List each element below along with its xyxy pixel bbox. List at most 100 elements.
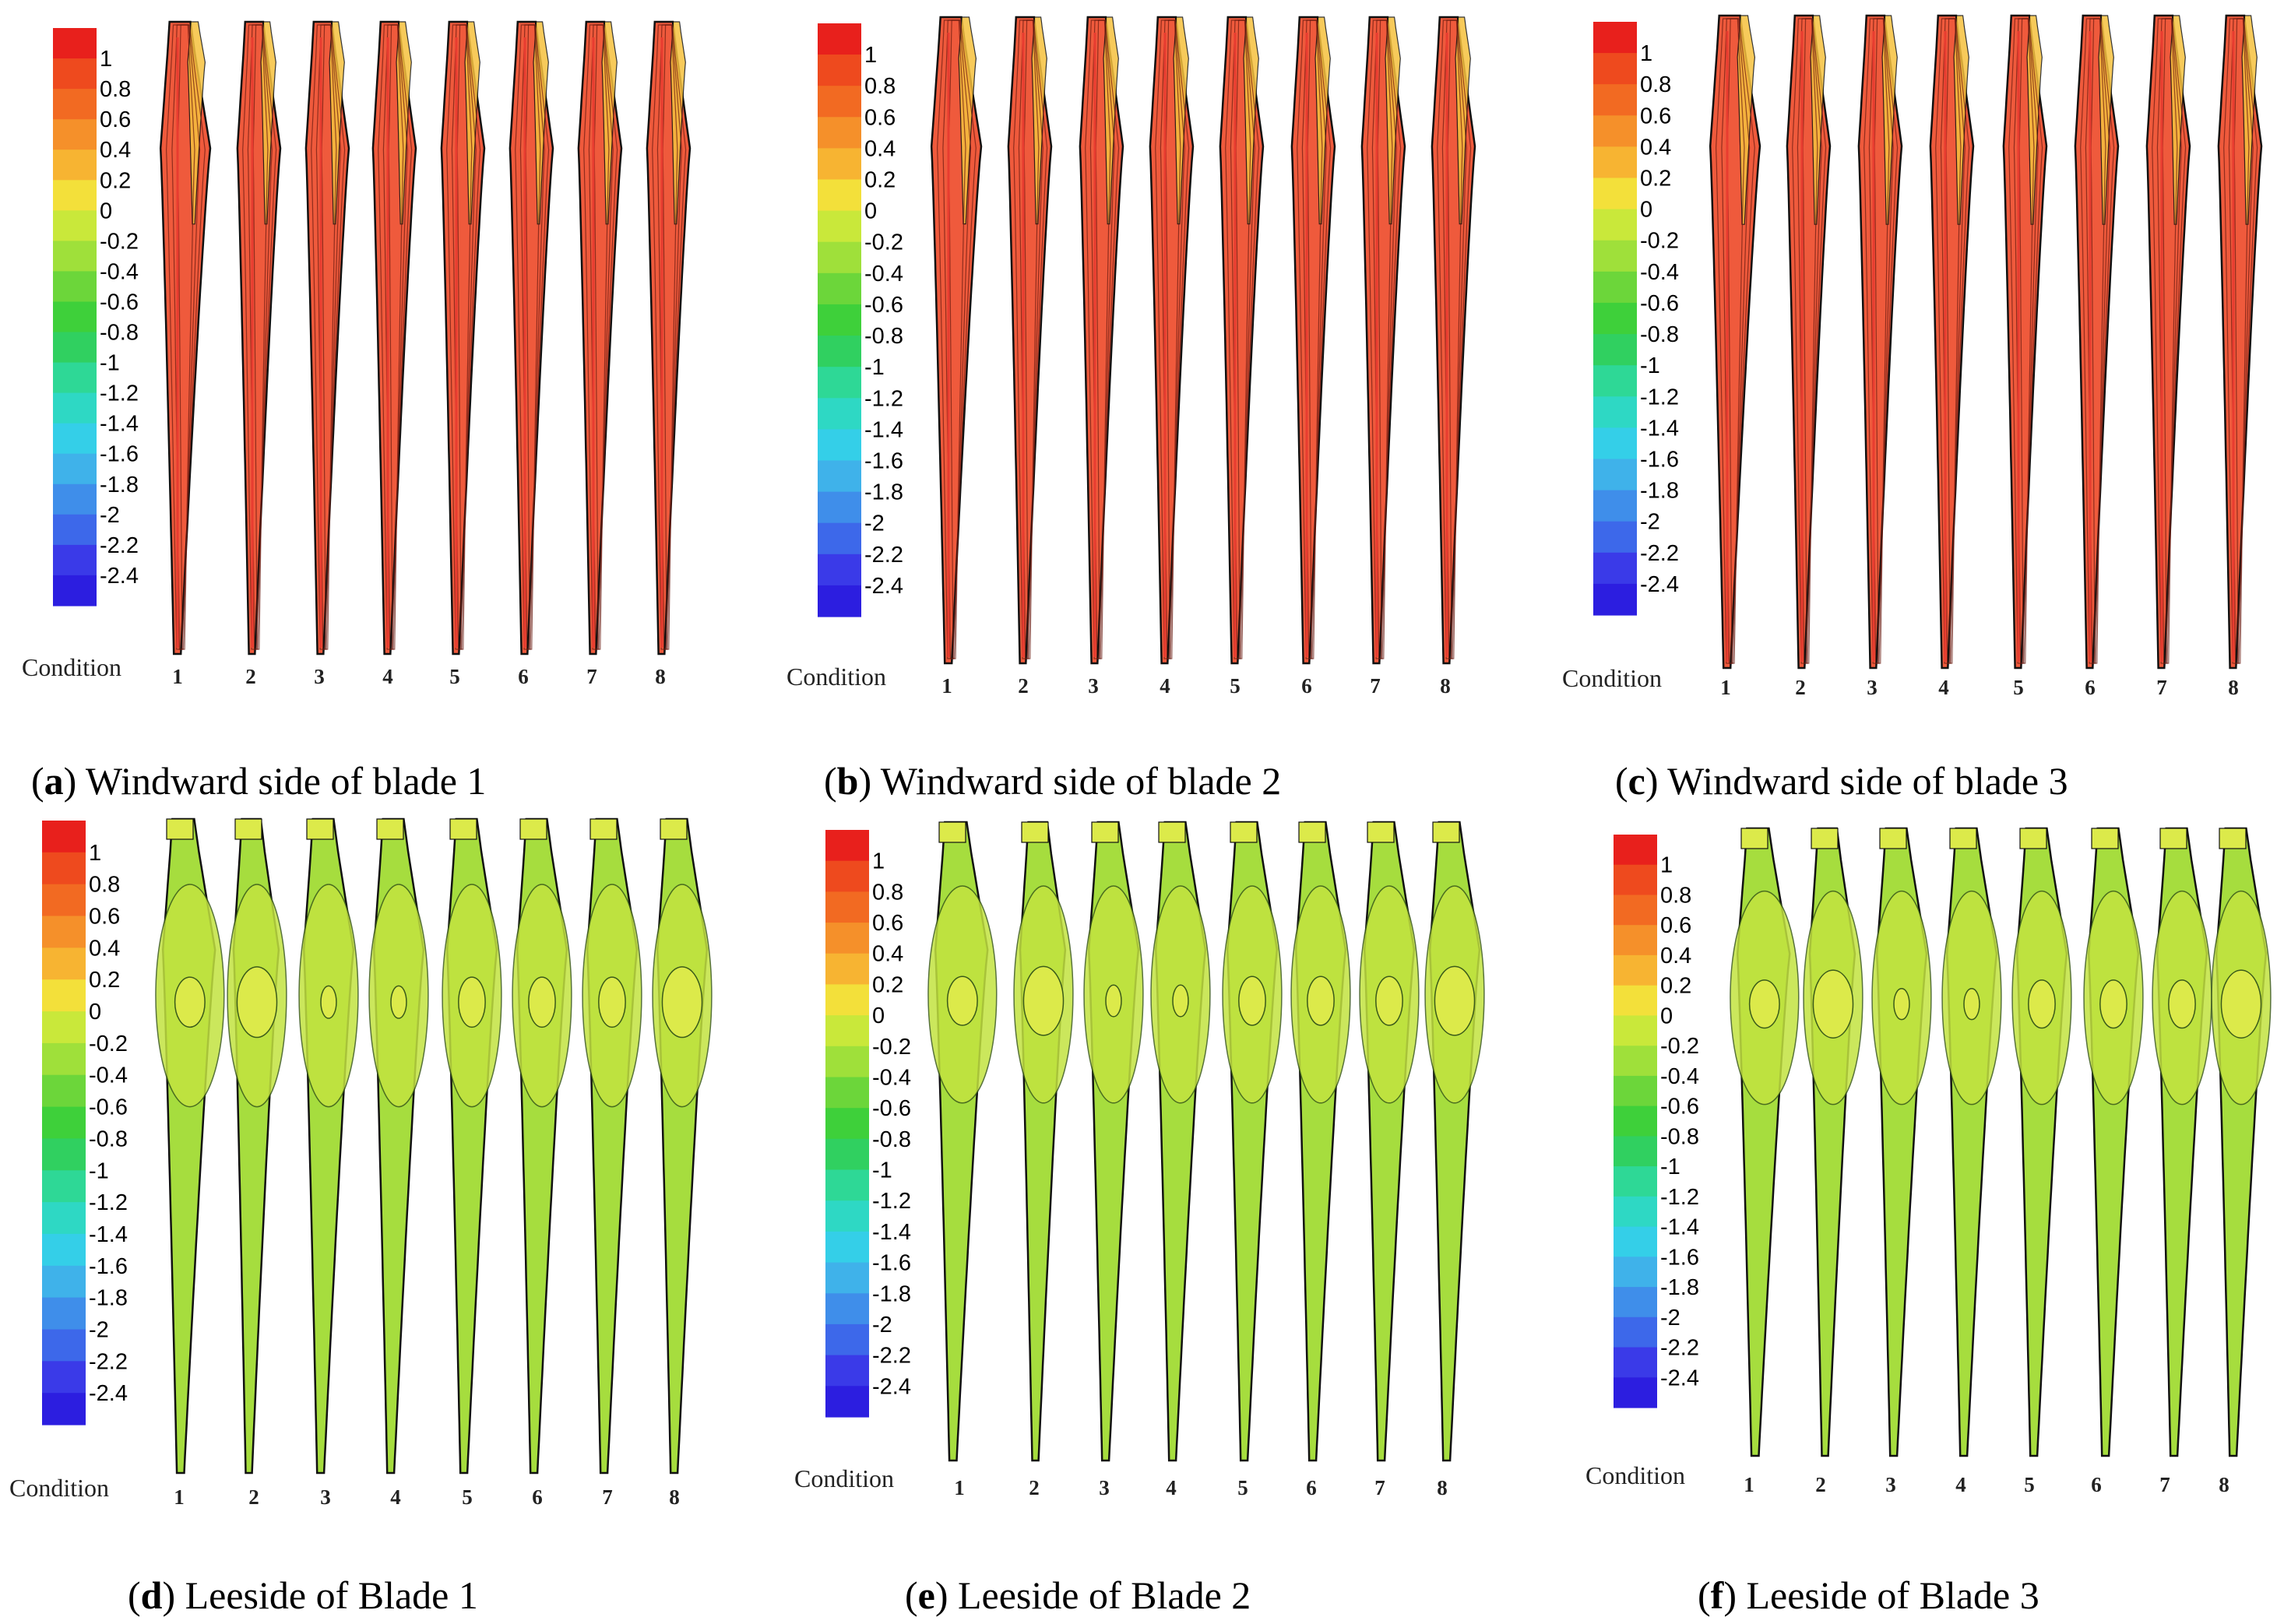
condition-number: 8 <box>2228 676 2239 699</box>
colorbar-tick-label: -1 <box>1640 353 1660 378</box>
colorbar-tick-label: 1 <box>864 43 877 68</box>
colorbar-swatch <box>818 585 861 617</box>
colorbar-swatch <box>42 1233 86 1267</box>
colorbar-tick-label: -0.4 <box>100 259 139 284</box>
colorbar-swatch <box>42 1329 86 1362</box>
blade-condition-5 <box>2011 827 2072 1457</box>
blade-condition-2 <box>1786 14 1832 670</box>
caption-text: ) Leeside of Blade 3 <box>1723 1573 2039 1617</box>
colorbar-swatch <box>1614 1015 1657 1046</box>
condition-number: 6 <box>518 665 529 688</box>
colorbar-tick-label: -1.8 <box>89 1286 128 1311</box>
colorbar-swatch <box>825 1015 869 1047</box>
blade-condition-2 <box>236 20 282 656</box>
colorbar-swatch <box>42 1074 86 1108</box>
colorbar-tick-label: 0.2 <box>1640 167 1671 192</box>
condition-number: 4 <box>1955 1473 1966 1496</box>
colorbar-tick-label: -0.2 <box>1660 1034 1699 1059</box>
colorbar-swatch <box>53 392 97 424</box>
blade-condition-4 <box>1150 821 1211 1462</box>
colorbar-tick-label: 0 <box>864 199 877 224</box>
condition-number: 1 <box>1744 1473 1754 1496</box>
colorbar-tick-label: -2 <box>864 511 885 536</box>
colorbar-swatch <box>1614 1316 1657 1348</box>
colorbar-swatch <box>825 1386 869 1418</box>
colorbar-swatch <box>818 429 861 462</box>
colorbar-swatch <box>825 1169 869 1201</box>
caption-letter: e <box>918 1573 935 1617</box>
colorbar-swatch <box>818 241 861 274</box>
colorbar-swatch <box>825 953 869 985</box>
colorbar-tick-label: 0 <box>1660 1004 1673 1028</box>
colorbar-swatch <box>825 891 869 923</box>
blade-condition-3 <box>1871 827 1932 1457</box>
colorbar-swatch <box>42 852 86 885</box>
colorbar-tick-label: 0.6 <box>89 905 120 930</box>
blade-condition-2 <box>1803 827 1863 1457</box>
colorbar-swatch <box>818 86 861 118</box>
colorbar-swatch <box>1593 302 1637 335</box>
panel-caption: (c) Windward side of blade 3 <box>1615 759 2068 803</box>
condition-number: 1 <box>174 1485 185 1509</box>
colorbar-swatch <box>42 1042 86 1076</box>
blade-condition-4 <box>371 20 417 656</box>
colorbar-tick-label: -1.6 <box>864 449 903 474</box>
colorbar-tick-label: -0.4 <box>864 262 903 286</box>
colorbar-swatch <box>1614 1106 1657 1137</box>
colorbar-tick-label: -0.2 <box>100 229 139 254</box>
colorbar-tick-label: 0 <box>100 199 112 223</box>
colorbar-swatch <box>42 916 86 948</box>
blade-condition-3 <box>298 817 359 1475</box>
colorbar-tick-label: -1 <box>100 351 120 376</box>
colorbar-swatch <box>53 514 97 546</box>
colorbar-swatch <box>825 1323 869 1356</box>
colorbar-swatch <box>53 149 97 181</box>
colorbar-swatch <box>825 1262 869 1294</box>
condition-number: 6 <box>1301 674 1312 698</box>
colorbar-tick-label: -2 <box>1660 1306 1680 1330</box>
colorbar-swatch <box>1614 954 1657 986</box>
colorbar-swatch <box>1593 459 1637 491</box>
colorbar-swatch <box>1593 365 1637 397</box>
condition-number: 7 <box>1374 1476 1385 1499</box>
blade-condition-1 <box>155 817 225 1475</box>
blade-condition-6 <box>2074 14 2120 670</box>
colorbar-tick-label: 1 <box>1660 853 1673 878</box>
colorbar-swatch <box>1593 84 1637 116</box>
colorbar-swatch <box>42 884 86 917</box>
colorbar-swatch <box>1593 178 1637 210</box>
colorbar-tick-label: 0.4 <box>1640 135 1671 160</box>
colorbar-tick-label: -1 <box>872 1158 892 1183</box>
colorbar-swatch <box>1593 396 1637 428</box>
blade-condition-5 <box>2002 14 2048 670</box>
blade-condition-8 <box>652 817 713 1475</box>
colorbar-swatch <box>818 179 861 212</box>
colorbar-tick-label: -2.2 <box>864 543 903 568</box>
condition-number: 4 <box>1166 1476 1177 1499</box>
condition-number: 1 <box>954 1476 965 1499</box>
blade-condition-3 <box>1857 14 1903 670</box>
blade-condition-4 <box>1149 16 1195 665</box>
colorbar: 1 0.8 0.6 0.4 0.2 0 -0.2 -0.4 -0.6 -0.8 -1 -1.2 -1.4… <box>42 821 128 1425</box>
caption-text: ) Leeside of Blade 2 <box>935 1573 1251 1617</box>
caption-text: ) Leeside of Blade 1 <box>162 1573 477 1617</box>
condition-number: 2 <box>1795 676 1806 699</box>
blade-group <box>159 20 692 656</box>
condition-number: 8 <box>669 1485 680 1509</box>
colorbar-swatch <box>42 1138 86 1171</box>
panel-caption: (f) Leeside of Blade 3 <box>1698 1573 2039 1617</box>
condition-label: Condition <box>1562 664 1662 692</box>
condition-number: 1 <box>172 665 183 688</box>
condition-number: 5 <box>2024 1473 2035 1496</box>
colorbar-tick-label: 0.2 <box>100 168 131 193</box>
condition-number: 7 <box>602 1485 613 1509</box>
colorbar-swatch <box>53 271 97 303</box>
condition-number: 7 <box>1370 674 1381 698</box>
colorbar-tick-label: -1.8 <box>100 473 139 497</box>
colorbar-tick-label: 0.8 <box>864 74 896 99</box>
colorbar-swatch <box>53 28 97 59</box>
blade-condition-8 <box>1424 821 1485 1462</box>
caption-letter: a <box>44 759 64 803</box>
colorbar-tick-label: 0.4 <box>89 936 120 961</box>
colorbar-swatch <box>42 1297 86 1330</box>
